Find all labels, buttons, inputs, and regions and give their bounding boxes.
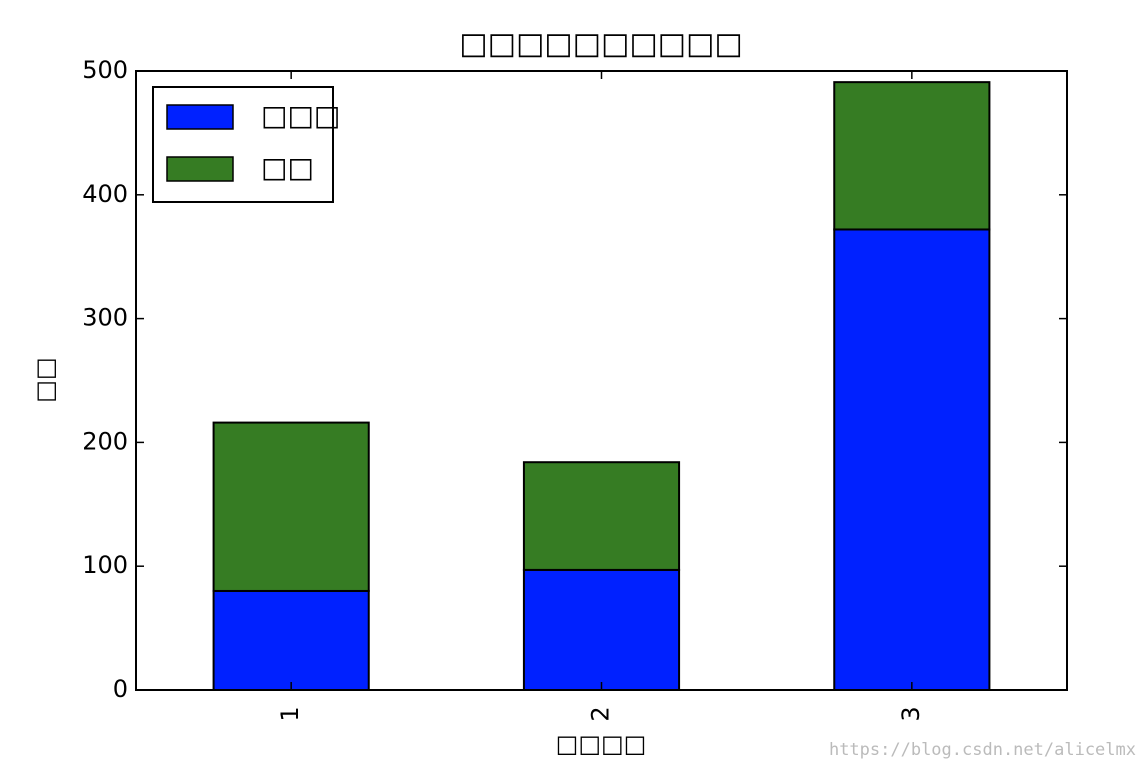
chart-title: □□□□□□□□□□ <box>459 27 742 62</box>
watermark: https://blog.csdn.net/alicelmx <box>829 740 1136 760</box>
x-axis-label: □□□□ <box>556 730 647 758</box>
x-tick-label: 1 <box>276 706 304 721</box>
y-tick-label: 200 <box>82 427 128 455</box>
bar-segment <box>522 568 681 691</box>
bar-segment <box>212 421 370 592</box>
bar-segment <box>833 81 991 231</box>
y-tick-label: 0 <box>113 675 128 703</box>
y-tick-label: 300 <box>82 304 128 332</box>
legend-label: □□ <box>261 151 314 184</box>
bar-segment <box>522 461 681 571</box>
plot-frame <box>135 70 1068 691</box>
y-tick-label: 400 <box>82 180 128 208</box>
x-tick-label: 3 <box>897 706 925 721</box>
y-tick-label: 500 <box>82 56 128 84</box>
legend-swatch <box>166 104 234 130</box>
y-tick-label: 100 <box>82 551 128 579</box>
y-axis-label: □□ <box>31 357 59 402</box>
bar-segment <box>833 228 991 692</box>
legend-label: □□□ <box>261 99 340 132</box>
bar-segment <box>212 589 370 692</box>
x-tick-label: 2 <box>587 706 615 721</box>
legend-swatch <box>166 156 234 182</box>
